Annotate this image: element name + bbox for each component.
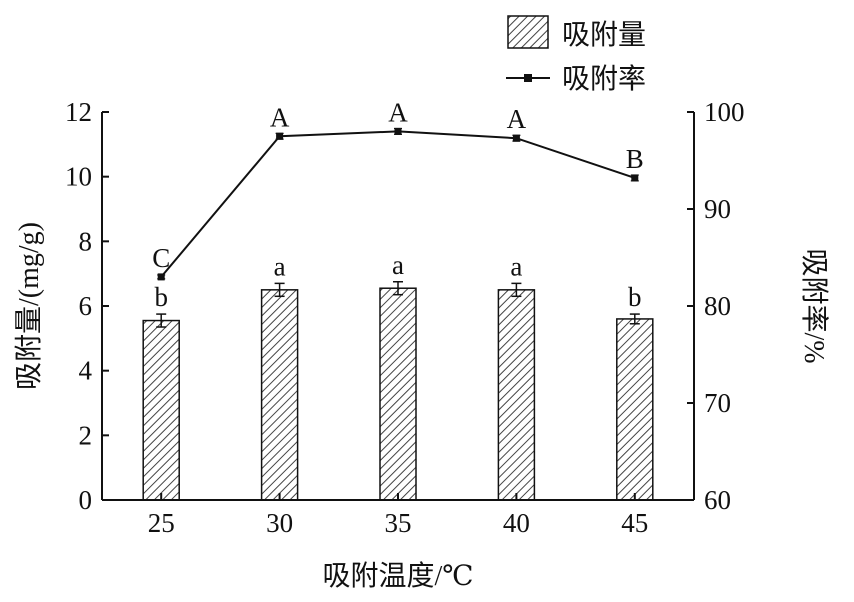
bar-significance-label: a [274,251,286,281]
y-tick-label-left: 12 [65,97,92,127]
y-tick-label-left: 6 [79,291,93,321]
bar-significance-label: a [510,251,522,281]
legend-bar-label: 吸附量 [562,19,646,51]
x-tick-label: 35 [385,508,412,538]
line-point [512,134,520,142]
line-significance-label: C [152,243,170,273]
y-tick-label-left: 4 [79,356,93,386]
bar [497,289,536,501]
y-tick-label-right: 80 [704,291,731,321]
x-axis-title: 吸附温度/℃ [322,560,473,592]
line-significance-label: A [270,102,290,132]
bar-significance-label: a [392,250,404,280]
line-significance-label: B [626,144,644,174]
x-tick-label: 25 [148,508,175,538]
line-significance-label: A [507,104,527,134]
legend-bar-swatch [507,15,549,49]
y-tick-label-left: 0 [79,485,93,515]
bar-significance-label: b [154,282,168,312]
bar [142,319,180,501]
y-tick-label-left: 8 [79,226,93,256]
line-point [631,174,639,182]
y-tick-label-left: 10 [65,162,92,192]
bar [260,289,299,501]
legend-line-label: 吸附率 [562,63,646,95]
legend-line-marker [524,74,532,82]
line-point [276,132,284,140]
y-tick-label-right: 60 [704,485,731,515]
bar-significance-label: b [628,282,642,312]
bar [616,318,654,501]
line-point [394,127,402,135]
bar [379,287,417,501]
y-tick-label-right: 70 [704,388,731,418]
y-tick-label-left: 2 [79,420,93,450]
y-axis-title-right: 吸附率/% [798,248,830,363]
x-tick-label: 45 [621,508,648,538]
y-tick-label-right: 100 [704,97,745,127]
x-tick-label: 40 [503,508,530,538]
line-significance-label: A [388,97,408,127]
y-tick-label-right: 90 [704,194,731,224]
legend: 吸附量 吸附率 [506,15,646,95]
line-point [157,273,165,281]
y-axis-title-left: 吸附量/(mg/g) [13,222,45,390]
x-tick-label: 30 [266,508,293,538]
